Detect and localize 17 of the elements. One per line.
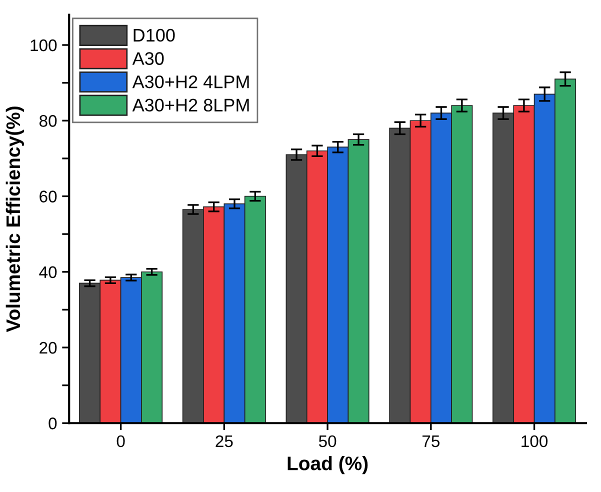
- x-tick-label: 100: [522, 435, 548, 448]
- legend-label: D100: [134, 28, 175, 42]
- x-tick-label: 25: [216, 435, 233, 448]
- y-tick-label: 40: [39, 266, 57, 278]
- x-tick-label: 50: [318, 435, 336, 448]
- x-tick-label: 75: [422, 436, 440, 448]
- legend-label: A30+H2 4LPM: [132, 75, 249, 88]
- y-tick-label: 60: [40, 190, 57, 202]
- legend-label: A30: [132, 52, 164, 65]
- y-tick-label: 100: [30, 39, 57, 52]
- x-axis-title: Load (%): [288, 456, 368, 474]
- y-tick-label: 80: [39, 115, 57, 127]
- legend-label: A30+H2 8LPM: [132, 98, 249, 112]
- y-tick-label: 20: [40, 342, 57, 354]
- y-axis-title: Volumetric Efficiency(%): [6, 106, 24, 332]
- x-tick-label: 0: [116, 435, 125, 448]
- y-tick-label: 0: [48, 418, 57, 430]
